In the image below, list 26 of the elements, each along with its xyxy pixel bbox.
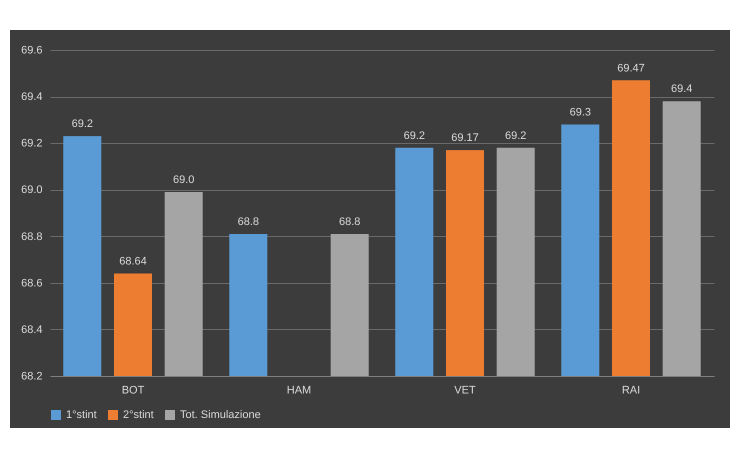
y-tick-label: 68.8 (21, 230, 42, 243)
data-label: 69.2 (504, 130, 526, 142)
x-tick-label: BOT (122, 384, 145, 396)
legend-label: 2°stint (123, 409, 154, 421)
y-tick-label: 69.6 (21, 44, 42, 56)
y-tick-label: 69.4 (21, 91, 42, 104)
y-tick-label: 69.0 (21, 184, 42, 196)
y-tick-label: 68.4 (21, 324, 42, 336)
legend-label: 1°stint (66, 409, 97, 421)
data-label: 69.3 (570, 106, 592, 119)
data-label: 69.0 (172, 174, 194, 186)
x-tick-label: RAI (622, 384, 640, 396)
data-label: 69.4 (670, 83, 692, 96)
data-label: 68.8 (238, 216, 260, 228)
data-label: 69.17 (451, 132, 479, 144)
legend-label: Tot. Simulazione (180, 409, 261, 421)
data-label: 69.2 (72, 118, 94, 130)
data-label: 69.2 (404, 130, 426, 142)
y-tick-label: 69.2 (21, 138, 42, 150)
data-label: 68.8 (338, 216, 360, 228)
data-label: 69.47 (617, 62, 645, 74)
y-tick-label: 68.6 (21, 277, 42, 290)
x-tick-label: VET (454, 384, 476, 396)
data-label: 68.64 (119, 256, 147, 268)
x-tick-label: HAM (286, 384, 312, 396)
y-tick-label: 68.2 (21, 370, 42, 382)
